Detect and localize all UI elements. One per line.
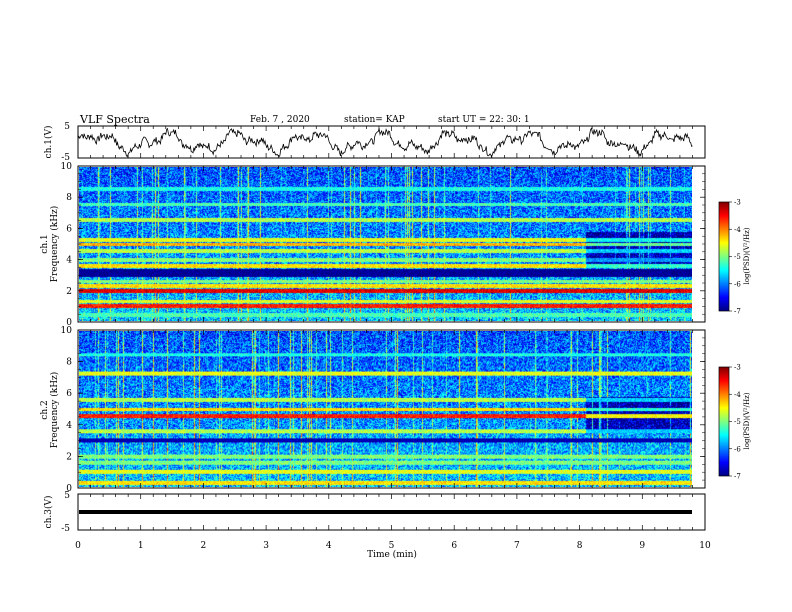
ch1-spectrogram-ylabel-channel: ch.1 [40,234,50,253]
ch2-colorbar-label: log(PSD)(V²/Hz) [743,392,751,449]
ch2-colorbar: -3 -4 -5 -6 -7 log(PSD)(V²/Hz) [718,364,751,481]
ch3-waveform-ylabel: ch.3(V) [43,496,54,529]
colorbar-tick-label: -6 [734,445,741,453]
y-tick-label: 8 [66,358,72,368]
x-tick-label: 1 [138,541,144,551]
y-tick-label: 2 [66,287,72,297]
x-tick-label: 10 [699,541,711,551]
ch2-colorbar-ticks: -3 -4 -5 -6 -7 [729,364,741,481]
ch1-waveform-xticks [77,126,706,158]
ch1-waveform-ylabel: ch.1(V) [43,126,54,159]
x-tick-label: 8 [577,541,583,551]
x-axis-label: Time (min) [367,549,417,560]
ch3-waveform-xticks [77,494,706,530]
ch1-spectrogram-xticks [77,166,706,322]
y-tick-label: 0 [66,484,72,494]
ch3-ytick-bottom: -5 [61,524,70,534]
x-axis-tick-labels: 0 1 2 3 4 5 6 7 8 9 10 [75,541,711,551]
station-label: station= KAP [344,115,405,125]
ch2-spectrogram-panel: 0 2 4 6 8 10 ch.2 Frequency (kHz) -3 -4 -5 -6 -7 … [40,326,751,494]
y-tick-label: 4 [66,421,72,431]
colorbar-tick-label: -3 [734,364,741,372]
x-tick-label: 7 [514,541,520,551]
ch1-spectrogram-panel: 0 2 4 6 8 10 ch.1 Frequency (kHz) -3 -4 -5 -6 -7 … [40,162,751,328]
start-time-label: start UT = 22: 30: 1 [438,115,530,125]
ch2-spectrogram-xticks [77,330,706,488]
x-tick-label: 5 [389,541,395,551]
x-tick-label: 6 [451,541,457,551]
ch2-spectrogram-ylabel: Frequency (kHz) [49,372,60,449]
x-tick-label: 9 [639,541,645,551]
y-tick-label: 10 [61,326,73,336]
x-tick-label: 0 [75,541,81,551]
ch2-spectrogram-ylabel-channel: ch.2 [40,400,50,419]
y-tick-label: 8 [66,193,72,203]
ch1-ytick-bottom: -5 [61,153,70,163]
figure-title: VLF Spectra [79,113,150,126]
ch2-spectrogram-image [79,331,692,487]
ch2-spectrogram-yticks: 0 2 4 6 8 10 [61,326,705,494]
ch2-colorbar-gradient [718,366,730,477]
y-tick-label: 2 [66,452,72,462]
colorbar-tick-label: -7 [734,473,741,481]
ch1-spectrogram-ylabel: Frequency (kHz) [49,206,60,283]
x-tick-label: 2 [201,541,207,551]
colorbar-tick-label: -3 [734,199,741,207]
ch1-colorbar-gradient [718,201,730,312]
x-tick-label: 3 [263,541,269,551]
ch1-colorbar-label: log(PSD)(V²/Hz) [743,227,751,284]
colorbar-tick-label: -4 [734,226,741,234]
y-tick-label: 4 [66,256,72,266]
ch3-ytick-top: 5 [64,491,70,501]
colorbar-tick-label: -5 [734,253,741,261]
ch1-colorbar-ticks: -3 -4 -5 -6 -7 [729,199,741,316]
ch1-colorbar: -3 -4 -5 -6 -7 log(PSD)(V²/Hz) [718,199,751,316]
ch1-waveform-panel: 5 -5 ch.1(V) [43,122,706,163]
y-tick-label: 6 [66,224,72,234]
colorbar-tick-label: -6 [734,280,741,288]
y-tick-label: 6 [66,389,72,399]
ch3-waveform-panel: 5 -5 ch.3(V) [43,491,706,534]
x-tick-label: 4 [326,541,332,551]
colorbar-tick-label: -5 [734,418,741,426]
y-tick-label: 0 [66,318,72,328]
ch1-spectrogram-yticks: 0 2 4 6 8 10 [61,162,705,328]
ch3-waveform-trace [79,510,692,514]
y-tick-label: 10 [61,162,73,172]
ch1-spectrogram-image [79,167,692,321]
ch1-ytick-top: 5 [64,122,70,132]
colorbar-tick-label: -4 [734,391,741,399]
ch1-waveform-trace [77,127,693,158]
colorbar-tick-label: -7 [734,308,741,316]
date-label: Feb. 7 , 2020 [250,115,310,125]
